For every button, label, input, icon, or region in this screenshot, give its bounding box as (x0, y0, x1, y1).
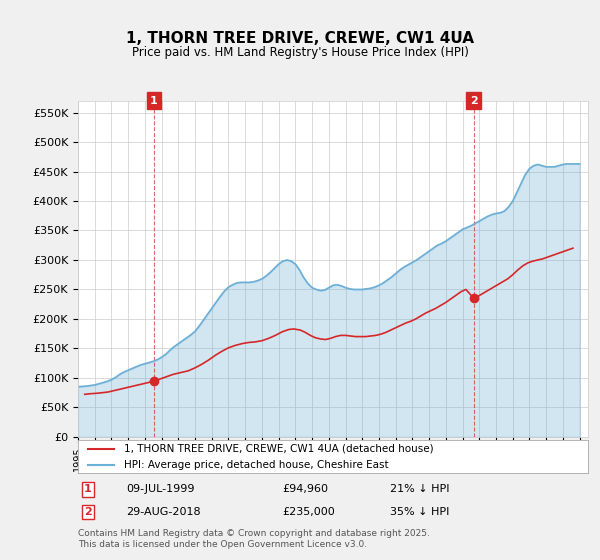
Text: HPI: Average price, detached house, Cheshire East: HPI: Average price, detached house, Ches… (124, 460, 389, 470)
Text: Contains HM Land Registry data © Crown copyright and database right 2025.
This d: Contains HM Land Registry data © Crown c… (78, 529, 430, 549)
Text: 09-JUL-1999: 09-JUL-1999 (126, 484, 194, 494)
Text: £94,960: £94,960 (282, 484, 328, 494)
Text: 1: 1 (150, 96, 158, 106)
Text: 35% ↓ HPI: 35% ↓ HPI (390, 507, 449, 517)
Text: 2: 2 (470, 96, 478, 106)
Text: 1, THORN TREE DRIVE, CREWE, CW1 4UA: 1, THORN TREE DRIVE, CREWE, CW1 4UA (126, 31, 474, 46)
Text: Price paid vs. HM Land Registry's House Price Index (HPI): Price paid vs. HM Land Registry's House … (131, 46, 469, 59)
Text: 1: 1 (84, 484, 92, 494)
Text: 2: 2 (84, 507, 92, 517)
Text: 21% ↓ HPI: 21% ↓ HPI (390, 484, 449, 494)
Text: £235,000: £235,000 (282, 507, 335, 517)
Text: 29-AUG-2018: 29-AUG-2018 (126, 507, 200, 517)
Text: 1, THORN TREE DRIVE, CREWE, CW1 4UA (detached house): 1, THORN TREE DRIVE, CREWE, CW1 4UA (det… (124, 444, 434, 454)
